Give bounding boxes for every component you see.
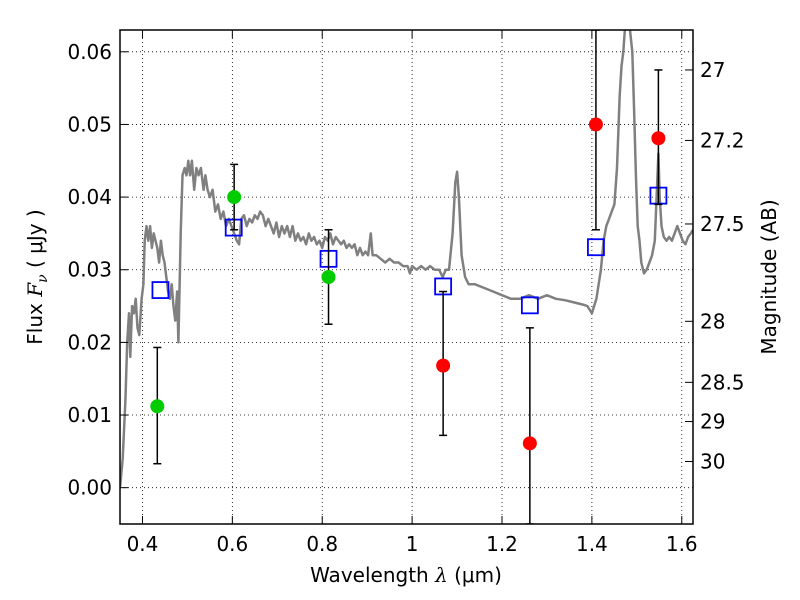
- model-flux-square: [151, 281, 170, 299]
- x-tick-label: 1.4: [576, 532, 608, 556]
- y2-tick-label: 27: [700, 58, 725, 82]
- x-tick-label: 1.6: [666, 532, 698, 556]
- observed-flux-point: [150, 399, 165, 414]
- model-flux-square: [587, 238, 605, 257]
- y2-tick-label: 28: [700, 309, 725, 333]
- plot-area: [120, 30, 693, 524]
- observed-flux-point: [588, 117, 603, 132]
- observed-flux-point: [651, 131, 666, 146]
- y2-tick-label: 29: [700, 410, 725, 434]
- y-tick-label: 0.00: [67, 476, 112, 500]
- y2-tick-label: 28.5: [700, 370, 745, 394]
- plot-frame: [119, 29, 694, 525]
- y-tick-label: 0.04: [67, 185, 112, 209]
- y2-axis-label: Magnitude (AB): [757, 199, 781, 354]
- observed-flux-point: [436, 358, 451, 373]
- observed-flux-point: [321, 270, 336, 284]
- model-flux-square: [520, 296, 539, 315]
- x-tick-label: 0.6: [216, 532, 248, 556]
- model-spectrum-line: [120, 30, 693, 488]
- observed-flux-point: [522, 436, 537, 451]
- y-tick-label: 0.01: [67, 403, 112, 427]
- y-tick-label: 0.06: [67, 40, 112, 64]
- y2-tick-label: 27.2: [700, 128, 745, 152]
- ticks: 0.4 0.6 0.8 1 1.2 1.4 1.6 0.00 0.01 0.02 0.03 0.04 0…: [67, 30, 745, 556]
- y-tick-label: 0.03: [67, 258, 112, 282]
- y-axis-label: Flux Fν ( μJy ): [23, 209, 51, 344]
- x-tick-label: 0.4: [127, 532, 159, 556]
- y-tick-label: 0.02: [67, 330, 112, 354]
- x-tick-label: 1: [406, 532, 419, 556]
- x-tick-label: 0.8: [306, 532, 338, 556]
- observed-flux-point: [227, 190, 242, 205]
- x-axis-label: Wavelength λ (μm): [310, 563, 502, 587]
- x-tick-label: 1.2: [486, 532, 518, 556]
- y2-tick-label: 27.5: [700, 212, 745, 236]
- series-layer: [120, 30, 693, 524]
- y2-tick-label: 30: [700, 450, 725, 474]
- y-tick-label: 0.05: [67, 112, 112, 136]
